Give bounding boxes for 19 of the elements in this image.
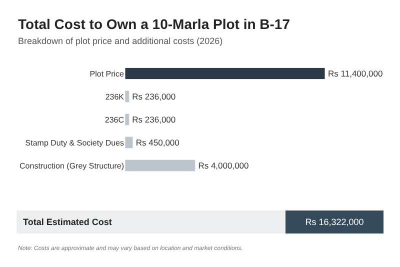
text: Total Estimated Cost (23, 217, 112, 227)
bar (125, 68, 325, 80)
chart-title: Total Cost to Own a 10-Marla Plot in B-17 (18, 16, 290, 32)
y-tick-label: 236C (104, 115, 124, 124)
data-label: Rs 11,400,000 (328, 68, 383, 78)
bar (125, 136, 134, 148)
y-tick-label: Plot Price (90, 69, 125, 78)
data-label: Rs 236,000 (132, 92, 176, 102)
y-tick-label: Construction (Grey Structure) (20, 161, 124, 170)
data-label: Rs 4,000,000 (198, 160, 250, 170)
y-tick-label: 236K (105, 92, 125, 102)
data-label: Rs 450,000 (136, 138, 180, 148)
bar (125, 90, 130, 102)
y-tick-label: Stamp Duty & Society Dues (25, 138, 124, 148)
bar (125, 160, 196, 172)
bar (125, 114, 130, 126)
chart-subtitle: Breakdown of plot price and additional costs (2026) (18, 36, 223, 46)
data-label: Rs 236,000 (132, 114, 176, 124)
text: Rs 16,322,000 (305, 217, 364, 227)
